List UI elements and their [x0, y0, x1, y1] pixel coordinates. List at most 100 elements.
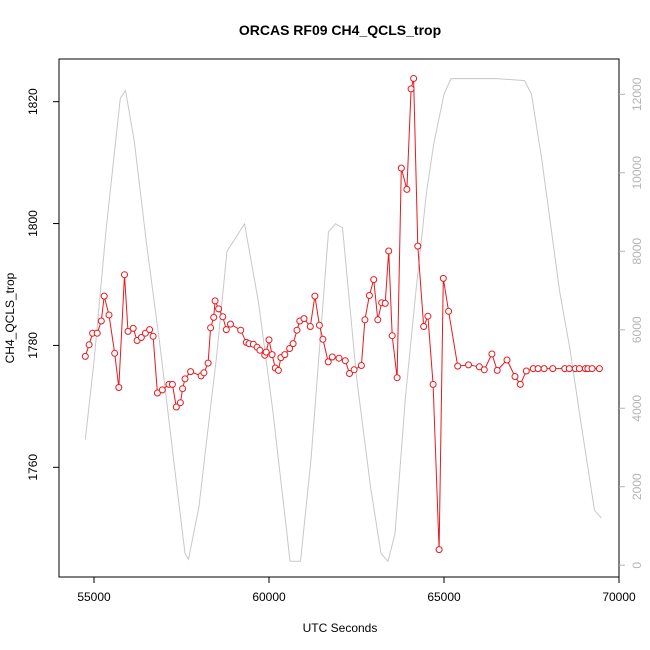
y-tick-label: 1800: [26, 210, 40, 237]
ch4-point: [315, 321, 323, 329]
ch4-point: [149, 332, 157, 340]
ch4-point: [429, 380, 437, 388]
ch4-series: [81, 75, 603, 554]
altitude-series: [84, 78, 602, 563]
ch4-point: [211, 297, 219, 305]
ch4-point: [549, 365, 557, 373]
ch4-point: [153, 389, 161, 397]
y-axis-label: CH4_QCLS_trop: [3, 272, 17, 363]
ch4-point: [268, 351, 276, 359]
ch4-point: [341, 357, 349, 365]
ch4-point: [439, 274, 447, 282]
ch4-point: [540, 365, 548, 373]
ch4-point: [393, 374, 401, 382]
ch4-point: [475, 363, 483, 371]
y-tick-label: 1820: [26, 88, 40, 115]
ch4-point: [385, 247, 393, 255]
y2-tick-label: 12000: [630, 77, 644, 111]
ch4-point: [81, 352, 89, 360]
ch4-point: [370, 276, 378, 284]
x-tick-label: 55000: [77, 590, 111, 604]
ch4-point: [410, 75, 418, 82]
ch4-point: [534, 365, 542, 373]
ch4-point: [503, 356, 511, 364]
y2-tick-label: 6000: [630, 316, 644, 343]
ch4-point: [306, 323, 314, 330]
ch4-point: [335, 354, 343, 362]
plot-frame: [58, 58, 620, 578]
ch4-point: [293, 326, 301, 334]
ch4-point: [115, 384, 123, 391]
ch4-point: [262, 348, 270, 356]
ch4-point: [454, 362, 462, 370]
ch4-point: [511, 373, 519, 380]
ch4-point: [407, 85, 415, 93]
ch4-point: [374, 316, 382, 324]
ch4-point: [158, 386, 166, 394]
ch4-point: [403, 185, 411, 193]
ch4-point: [365, 292, 373, 299]
ch4-point: [300, 315, 308, 323]
ch4-point: [480, 366, 488, 374]
ch4-point: [289, 340, 297, 348]
y2-tick-label: 10000: [630, 156, 644, 190]
ch4-point: [388, 332, 396, 340]
ch4-point: [516, 380, 524, 388]
ch4-point: [414, 242, 422, 250]
ch4-point: [381, 299, 389, 307]
altitude-line: [84, 78, 602, 563]
ch4-point: [488, 350, 496, 358]
ch4-point: [328, 353, 336, 361]
ch4-point: [210, 313, 218, 321]
ch4-point: [129, 324, 137, 332]
ch4-line: [84, 78, 600, 550]
ch4-point: [137, 334, 145, 341]
ch4-point: [111, 349, 119, 357]
y-tick-label: 1760: [26, 454, 40, 481]
ch4-point: [187, 368, 195, 376]
y2-tick-label: 2000: [630, 473, 644, 500]
ch4-point: [93, 329, 101, 337]
y2-tick-label: 4000: [630, 395, 644, 422]
ch4-point: [346, 370, 353, 377]
ch4-point: [215, 305, 223, 313]
ch4-point: [168, 380, 176, 388]
x-axis-label: UTC Seconds: [303, 621, 378, 635]
ch4-point: [172, 403, 180, 411]
ch4-point: [286, 345, 294, 352]
ch4-point: [361, 316, 369, 324]
ch4-point: [124, 327, 132, 335]
ch4-point: [219, 313, 227, 321]
ch4-point: [256, 346, 264, 354]
y2-tick-label: 0: [630, 562, 644, 569]
y-axis-left: 1760 1780 1800 1820: [26, 88, 59, 481]
ch4-point: [176, 399, 184, 407]
ch4-point: [204, 359, 212, 367]
ch4-point: [420, 323, 428, 330]
ch4-point: [324, 358, 332, 366]
ch4-point: [281, 351, 289, 359]
ch4-point: [274, 366, 282, 374]
ch4-point: [424, 312, 432, 320]
ch4-point: [222, 326, 230, 334]
ch4-point: [565, 365, 573, 373]
ch4-point: [105, 311, 113, 319]
ch4-point: [100, 292, 108, 300]
x-tick-label: 60000: [252, 590, 286, 604]
x-tick-label: 65000: [427, 590, 461, 604]
x-tick-label: 70000: [602, 590, 636, 604]
ch4-point: [319, 335, 327, 343]
y-tick-label: 1780: [26, 332, 40, 359]
ch4-point: [265, 336, 273, 344]
ch4-point: [357, 362, 365, 369]
y-axis-right: 0 2000 4000 6000 8000 10000 12000: [619, 77, 644, 569]
ch4-point: [445, 307, 453, 315]
ch4-point: [97, 317, 105, 325]
ch4-point: [179, 385, 187, 393]
ch4-point: [350, 366, 358, 374]
ch4-point: [522, 367, 530, 375]
ch4-point: [493, 366, 501, 374]
ch4-point: [595, 365, 603, 373]
ch4-point: [588, 365, 596, 373]
